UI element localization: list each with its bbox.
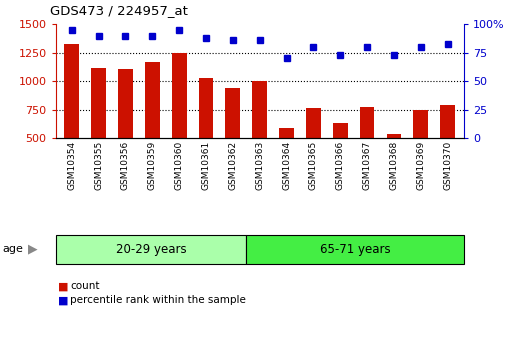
Bar: [413, 110, 428, 195]
Bar: [440, 105, 455, 195]
Bar: [118, 69, 133, 195]
Bar: [333, 123, 348, 195]
Text: 65-71 years: 65-71 years: [320, 243, 390, 256]
Text: ■: ■: [58, 282, 69, 291]
Bar: [172, 52, 187, 195]
Bar: [64, 43, 79, 195]
Text: count: count: [70, 282, 100, 291]
Bar: [386, 134, 401, 195]
Bar: [279, 128, 294, 195]
Text: ▶: ▶: [28, 243, 38, 256]
Text: 20-29 years: 20-29 years: [116, 243, 186, 256]
Bar: [360, 107, 375, 195]
Bar: [306, 108, 321, 195]
Bar: [246, 235, 464, 264]
Bar: [225, 88, 240, 195]
Bar: [199, 78, 214, 195]
Text: GDS473 / 224957_at: GDS473 / 224957_at: [50, 4, 188, 17]
Bar: [145, 62, 160, 195]
Text: ■: ■: [58, 295, 69, 305]
Text: percentile rank within the sample: percentile rank within the sample: [70, 295, 246, 305]
Text: age: age: [3, 244, 23, 254]
Bar: [56, 235, 246, 264]
Bar: [91, 68, 106, 195]
Bar: [252, 81, 267, 195]
